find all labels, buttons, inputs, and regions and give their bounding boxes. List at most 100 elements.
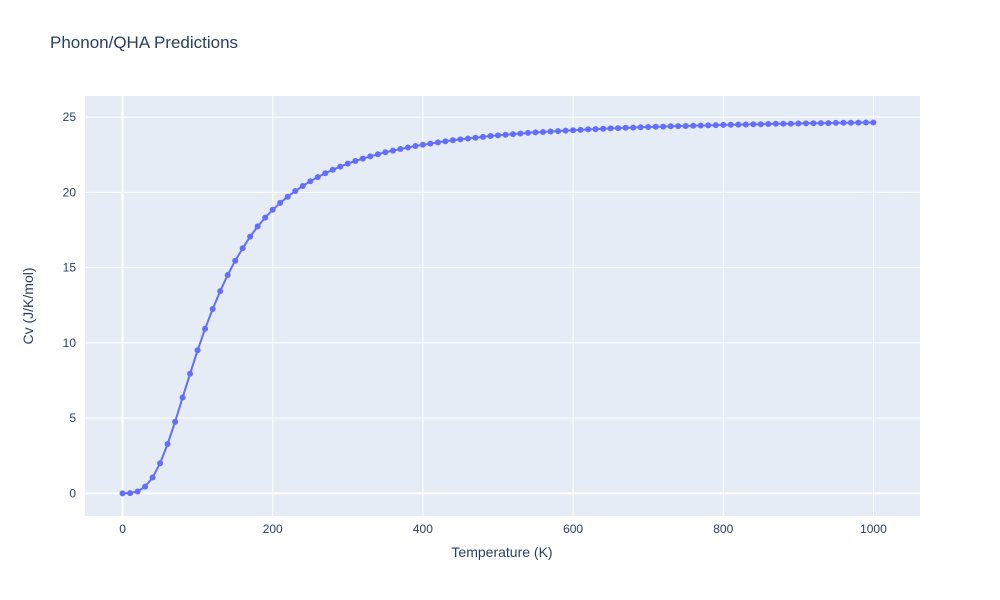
data-point-marker[interactable] [397, 146, 404, 152]
data-point-marker[interactable] [517, 130, 524, 137]
data-point-marker[interactable] [780, 120, 787, 127]
data-point-marker[interactable] [757, 121, 764, 128]
data-point-marker[interactable] [284, 193, 291, 200]
data-point-marker[interactable] [615, 125, 622, 132]
data-point-marker[interactable] [600, 125, 607, 132]
data-point-marker[interactable] [667, 123, 674, 130]
data-point-marker[interactable] [412, 143, 419, 149]
data-point-marker[interactable] [502, 131, 509, 138]
plot-area[interactable] [85, 96, 920, 516]
data-point-marker[interactable] [675, 123, 682, 130]
data-point-marker[interactable] [862, 119, 869, 126]
data-point-marker[interactable] [847, 119, 854, 126]
data-point-marker[interactable] [172, 418, 179, 425]
data-point-marker[interactable] [209, 306, 216, 312]
data-point-marker[interactable] [247, 233, 254, 240]
data-point-marker[interactable] [697, 122, 704, 129]
data-point-marker[interactable] [382, 149, 389, 156]
data-point-marker[interactable] [495, 132, 501, 139]
data-point-marker[interactable] [787, 120, 794, 127]
data-point-marker[interactable] [622, 124, 629, 131]
data-point-marker[interactable] [329, 166, 336, 173]
data-point-marker[interactable] [637, 124, 644, 131]
data-point-marker[interactable] [750, 121, 757, 128]
data-point-marker[interactable] [344, 160, 351, 167]
data-point-marker[interactable] [705, 122, 712, 129]
data-point-marker[interactable] [352, 158, 359, 164]
data-point-marker[interactable] [690, 122, 697, 129]
data-point-marker[interactable] [712, 122, 719, 129]
data-point-marker[interactable] [269, 206, 276, 213]
data-point-marker[interactable] [645, 124, 652, 130]
data-point-marker[interactable] [480, 133, 486, 140]
data-point-marker[interactable] [720, 121, 727, 128]
data-point-marker[interactable] [292, 188, 299, 194]
data-point-marker[interactable] [307, 178, 314, 185]
data-point-marker[interactable] [232, 257, 239, 264]
data-point-marker[interactable] [337, 163, 344, 170]
data-point-marker[interactable] [419, 141, 426, 148]
data-point-marker[interactable] [434, 139, 441, 146]
data-point-marker[interactable] [802, 120, 809, 127]
data-point-marker[interactable] [224, 272, 231, 278]
data-point-marker[interactable] [742, 121, 749, 128]
data-point-marker[interactable] [179, 394, 186, 401]
data-point-marker[interactable] [427, 140, 434, 147]
data-point-marker[interactable] [652, 123, 659, 130]
data-point-marker[interactable] [555, 128, 562, 135]
data-point-marker[interactable] [194, 347, 201, 354]
data-point-marker[interactable] [870, 119, 877, 126]
data-point-marker[interactable] [314, 174, 321, 181]
data-point-marker[interactable] [262, 214, 269, 221]
data-point-marker[interactable] [510, 131, 516, 138]
data-point-marker[interactable] [825, 120, 832, 127]
data-point-marker[interactable] [374, 151, 381, 158]
data-point-marker[interactable] [682, 123, 689, 129]
data-point-marker[interactable] [727, 121, 734, 128]
data-point-marker[interactable] [772, 120, 779, 127]
data-point-marker[interactable] [134, 488, 141, 495]
data-point-marker[interactable] [577, 126, 584, 133]
data-point-marker[interactable] [817, 120, 824, 127]
data-point-marker[interactable] [142, 483, 149, 490]
data-point-marker[interactable] [540, 129, 546, 135]
data-point-marker[interactable] [472, 134, 479, 141]
data-point-marker[interactable] [570, 127, 577, 134]
data-point-marker[interactable] [532, 129, 539, 136]
data-point-marker[interactable] [607, 125, 614, 132]
data-point-marker[interactable] [367, 153, 374, 160]
data-point-marker[interactable] [585, 126, 592, 133]
data-point-marker[interactable] [254, 223, 261, 230]
data-point-marker[interactable] [359, 155, 366, 162]
data-point-marker[interactable] [119, 490, 126, 497]
data-point-marker[interactable] [127, 490, 134, 497]
data-point-marker[interactable] [525, 129, 531, 136]
data-point-marker[interactable] [660, 123, 667, 130]
data-point-marker[interactable] [840, 119, 847, 126]
data-point-marker[interactable] [299, 183, 306, 189]
data-point-marker[interactable] [855, 119, 862, 126]
data-point-marker[interactable] [547, 128, 554, 135]
data-point-marker[interactable] [149, 474, 156, 481]
data-point-marker[interactable] [164, 441, 171, 447]
data-point-marker[interactable] [277, 199, 284, 206]
data-point-marker[interactable] [465, 135, 471, 142]
data-point-marker[interactable] [810, 120, 817, 127]
data-point-marker[interactable] [457, 136, 464, 143]
data-point-marker[interactable] [389, 147, 396, 154]
data-point-marker[interactable] [217, 288, 224, 295]
data-point-marker[interactable] [795, 120, 802, 127]
data-point-marker[interactable] [157, 460, 164, 467]
data-point-marker[interactable] [187, 370, 194, 377]
data-point-marker[interactable] [239, 245, 246, 252]
data-point-marker[interactable] [592, 126, 599, 133]
data-point-marker[interactable] [630, 124, 637, 131]
data-point-marker[interactable] [322, 170, 329, 177]
data-point-marker[interactable] [449, 137, 456, 144]
data-point-marker[interactable] [735, 121, 742, 128]
data-point-marker[interactable] [202, 325, 209, 332]
data-point-marker[interactable] [487, 133, 494, 139]
data-point-marker[interactable] [832, 119, 839, 126]
data-point-marker[interactable] [442, 138, 449, 145]
data-point-marker[interactable] [404, 144, 411, 151]
